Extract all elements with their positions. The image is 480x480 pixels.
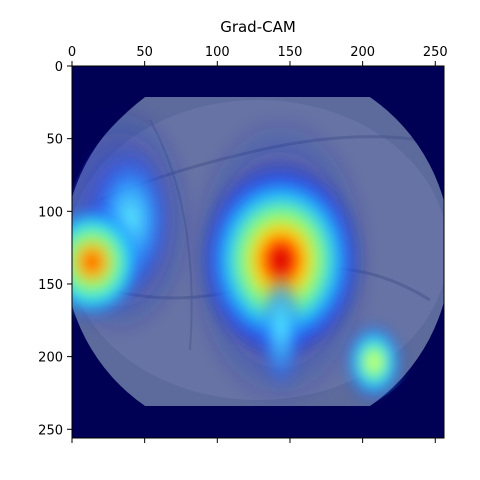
figure-title: Grad-CAM <box>220 18 296 36</box>
x-tick-label: 50 <box>136 45 153 60</box>
x-tick-label: 150 <box>278 45 303 60</box>
y-tick-label: 250 <box>38 423 63 438</box>
x-tick-label: 250 <box>423 45 448 60</box>
y-tick-label: 50 <box>46 133 63 148</box>
y-tick-label: 0 <box>55 60 63 75</box>
y-axis: 0 50 100 150 200 250 <box>38 60 72 438</box>
y-tick-label: 200 <box>38 351 63 366</box>
x-tick-label: 100 <box>205 45 230 60</box>
axes-frame <box>71 65 445 439</box>
heatmap-image <box>72 66 444 438</box>
x-axis: 0 50 100 150 200 250 <box>68 45 448 443</box>
x-tick-label: 200 <box>350 45 375 60</box>
y-tick-label: 150 <box>38 278 63 293</box>
x-tick-label: 0 <box>68 45 76 60</box>
y-tick-label: 100 <box>38 205 63 220</box>
